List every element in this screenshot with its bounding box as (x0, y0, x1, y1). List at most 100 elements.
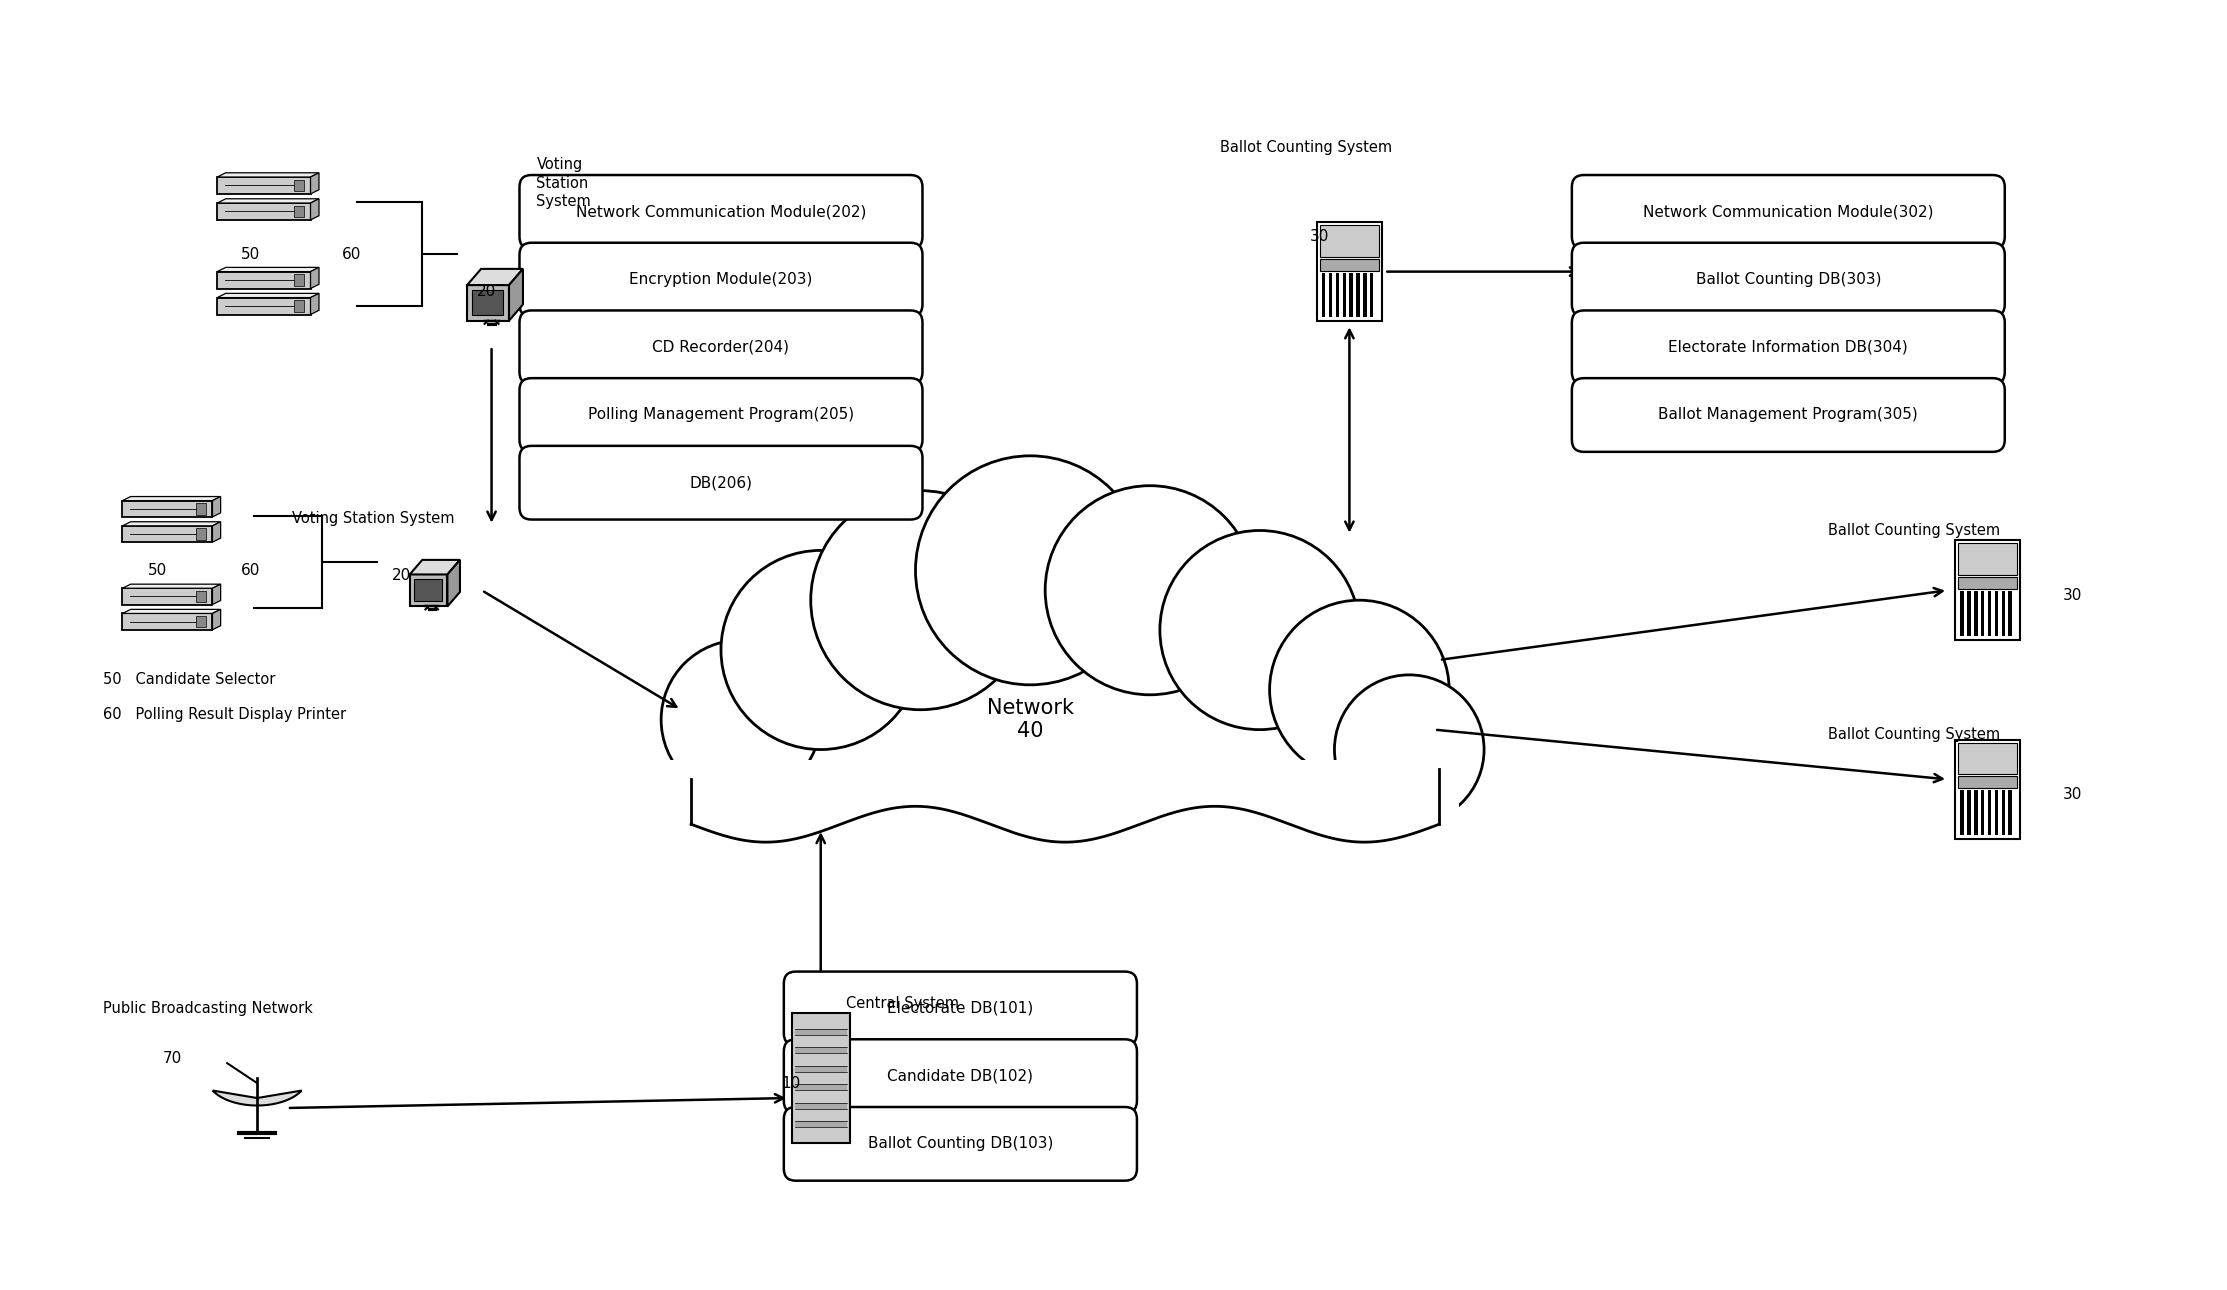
Text: 50: 50 (147, 562, 167, 578)
Bar (1350, 272, 1352, 317)
Circle shape (915, 455, 1145, 685)
Polygon shape (122, 521, 220, 526)
Bar (1982, 591, 1984, 636)
Bar (1973, 591, 1978, 636)
FancyBboxPatch shape (1572, 175, 2004, 249)
Bar (2009, 591, 2011, 636)
Bar (1958, 777, 2018, 788)
Bar (795, 1085, 846, 1090)
Polygon shape (310, 199, 318, 219)
Bar (1995, 791, 1998, 835)
Text: Ballot Counting System: Ballot Counting System (1828, 728, 2000, 742)
Text: Ballot Counting DB(103): Ballot Counting DB(103) (869, 1136, 1053, 1152)
Text: Candidate DB(102): Candidate DB(102) (886, 1068, 1033, 1084)
Bar (1966, 591, 1971, 636)
Polygon shape (510, 268, 523, 321)
Text: Encryption Module(203): Encryption Module(203) (630, 272, 813, 288)
Bar (196, 591, 205, 602)
Polygon shape (212, 609, 220, 630)
FancyBboxPatch shape (784, 971, 1138, 1045)
Bar (1356, 272, 1361, 317)
Bar (795, 1121, 846, 1127)
Bar (414, 579, 443, 601)
Polygon shape (122, 584, 220, 588)
Text: CD Recorder(204): CD Recorder(204) (653, 339, 791, 355)
Text: Electorate DB(101): Electorate DB(101) (886, 1001, 1033, 1017)
Bar (1316, 222, 1381, 321)
Text: 50   Candidate Selector: 50 Candidate Selector (102, 672, 274, 688)
Polygon shape (218, 293, 318, 298)
Bar (1958, 578, 2018, 590)
Text: 10: 10 (782, 1076, 802, 1090)
Text: Voting
Station
System: Voting Station System (537, 157, 590, 209)
Bar (795, 1103, 846, 1109)
FancyBboxPatch shape (519, 243, 922, 316)
Polygon shape (410, 574, 448, 606)
Text: 30: 30 (2062, 787, 2082, 802)
Bar (122, 526, 212, 542)
FancyBboxPatch shape (519, 175, 922, 249)
Bar (122, 501, 212, 517)
Polygon shape (310, 173, 318, 194)
Bar (1955, 541, 2020, 640)
Text: Network
40: Network 40 (987, 698, 1073, 742)
Circle shape (1334, 675, 1483, 824)
Bar (2002, 791, 2004, 835)
Text: Electorate Information DB(304): Electorate Information DB(304) (1668, 339, 1909, 355)
Bar (294, 205, 303, 218)
Text: 70: 70 (163, 1051, 183, 1066)
Text: Ballot Counting System: Ballot Counting System (1220, 139, 1392, 155)
Circle shape (811, 490, 1031, 710)
Bar (122, 614, 212, 630)
Polygon shape (212, 497, 220, 517)
Bar (1330, 272, 1332, 317)
Text: Central System: Central System (846, 996, 958, 1011)
Polygon shape (410, 560, 461, 574)
Bar (196, 529, 205, 539)
FancyBboxPatch shape (519, 446, 922, 520)
Bar (472, 290, 503, 315)
Text: 60   Polling Result Display Printer: 60 Polling Result Display Printer (102, 707, 345, 722)
Bar (795, 1066, 846, 1072)
Polygon shape (212, 584, 220, 605)
Circle shape (1160, 530, 1358, 730)
Bar (1995, 591, 1998, 636)
Bar (795, 1029, 846, 1035)
Polygon shape (310, 267, 318, 289)
Bar (218, 298, 310, 315)
Bar (1955, 739, 2020, 840)
Bar (1989, 591, 1991, 636)
FancyBboxPatch shape (1572, 243, 2004, 316)
Polygon shape (218, 267, 318, 272)
Bar (1960, 591, 1964, 636)
Polygon shape (218, 173, 318, 177)
Bar (795, 1047, 846, 1054)
Bar (218, 272, 310, 289)
FancyBboxPatch shape (784, 1107, 1138, 1180)
Polygon shape (448, 560, 461, 606)
Bar (294, 179, 303, 191)
Bar (1370, 272, 1374, 317)
Bar (1958, 543, 2018, 575)
Polygon shape (122, 609, 220, 614)
Text: Voting Station System: Voting Station System (292, 511, 454, 525)
Polygon shape (468, 285, 510, 321)
Text: DB(206): DB(206) (690, 475, 753, 490)
Circle shape (661, 640, 822, 800)
Text: 30: 30 (1309, 230, 1330, 244)
Bar (294, 275, 303, 286)
Bar (1982, 791, 1984, 835)
Bar (1960, 791, 1964, 835)
Polygon shape (310, 293, 318, 315)
Polygon shape (218, 199, 318, 203)
Bar (196, 615, 205, 627)
FancyBboxPatch shape (519, 378, 922, 451)
Circle shape (1269, 600, 1450, 779)
Polygon shape (468, 268, 523, 285)
Bar (122, 588, 212, 605)
Bar (218, 177, 310, 194)
Bar (793, 1014, 851, 1143)
Bar (1336, 272, 1338, 317)
Text: Network Communication Module(302): Network Communication Module(302) (1644, 204, 1933, 219)
Text: Ballot Management Program(305): Ballot Management Program(305) (1659, 408, 1917, 423)
